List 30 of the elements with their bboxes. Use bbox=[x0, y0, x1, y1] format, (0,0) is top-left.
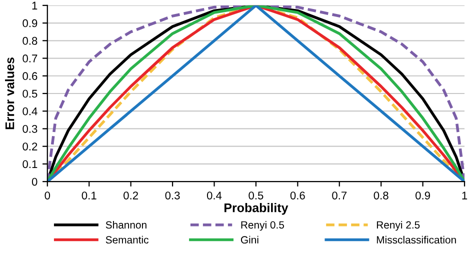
y-tick-label: 0.3 bbox=[22, 124, 38, 133]
legend-label: Renyi 2.5 bbox=[376, 220, 420, 231]
y-tick-label: 0 bbox=[32, 178, 38, 186]
x-tick-label: 0.7 bbox=[332, 192, 347, 200]
y-axis-title: Error values bbox=[5, 58, 14, 130]
y-tick-label: 1 bbox=[32, 2, 38, 10]
y-tick-label: 0.6 bbox=[22, 72, 38, 80]
y-tick-label: 0.1 bbox=[22, 160, 38, 168]
x-tick-label: 0.5 bbox=[248, 192, 264, 200]
y-tick-label: 0.7 bbox=[22, 54, 38, 62]
y-tick-label: 0.8 bbox=[22, 36, 38, 45]
legend-label: Missclassification bbox=[376, 236, 456, 244]
x-tick-label: 0.6 bbox=[290, 192, 305, 200]
legend-label: Shannon bbox=[106, 220, 146, 229]
x-tick-label: 0.9 bbox=[416, 192, 430, 200]
x-tick-label: 0.2 bbox=[124, 192, 138, 200]
y-tick-label: 0.9 bbox=[22, 19, 38, 28]
x-tick-label: 0.1 bbox=[82, 192, 96, 200]
x-axis-title: Probability bbox=[224, 203, 288, 215]
y-tick-label: 0.4 bbox=[22, 107, 38, 116]
x-tick-label: 0 bbox=[44, 192, 50, 200]
x-tick-label: 0.8 bbox=[374, 192, 388, 200]
x-tick-label: 0.4 bbox=[206, 192, 222, 200]
legend-label: Semantic bbox=[106, 236, 148, 244]
y-tick-label: 0.2 bbox=[22, 142, 38, 150]
x-tick-label: 0.3 bbox=[165, 192, 180, 200]
y-tick-label: 0.5 bbox=[22, 90, 38, 98]
legend-label: Renyi 0.5 bbox=[241, 220, 284, 231]
legend-label: Gini bbox=[240, 236, 258, 244]
x-tick-label: 1 bbox=[462, 192, 468, 200]
